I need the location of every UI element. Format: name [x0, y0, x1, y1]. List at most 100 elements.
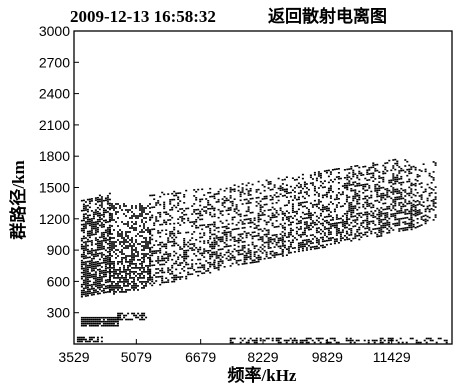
echo-point	[96, 269, 99, 271]
echo-point	[123, 247, 125, 249]
echo-point	[90, 318, 93, 321]
echo-point	[86, 320, 89, 323]
echo-point	[239, 193, 242, 196]
echo-point	[325, 227, 328, 230]
echo-point	[171, 264, 174, 267]
echo-point	[313, 171, 316, 174]
echo-point	[185, 253, 188, 256]
echo-point	[225, 251, 228, 254]
echo-point	[175, 276, 178, 279]
echo-point	[293, 339, 296, 342]
echo-point	[384, 214, 387, 217]
echo-point	[94, 318, 97, 321]
echo-point	[100, 198, 103, 200]
echo-point	[339, 233, 342, 236]
echo-point	[321, 206, 324, 209]
echo-point	[281, 239, 284, 241]
echo-point	[229, 337, 232, 340]
echo-point	[398, 192, 401, 194]
echo-point	[305, 225, 308, 227]
echo-point	[380, 193, 383, 195]
echo-point	[195, 221, 198, 223]
echo-point	[147, 257, 149, 259]
echo-point	[191, 221, 194, 223]
echo-point	[157, 232, 160, 234]
echo-point	[356, 193, 359, 195]
echo-point	[293, 197, 296, 199]
echo-point	[181, 208, 184, 210]
echo-point	[368, 227, 371, 229]
echo-point	[104, 265, 107, 268]
echo-point	[159, 275, 162, 278]
echo-point	[327, 237, 330, 240]
echo-point	[141, 209, 143, 211]
echo-point	[209, 195, 212, 198]
echo-point	[424, 218, 427, 221]
echo-point	[102, 233, 105, 236]
echo-point	[187, 231, 190, 234]
echo-point	[157, 262, 160, 264]
echo-point	[394, 188, 397, 191]
echo-point	[257, 216, 260, 219]
echo-point	[133, 229, 135, 231]
echo-point	[98, 218, 101, 221]
echo-point	[123, 253, 125, 255]
echo-point	[349, 339, 352, 342]
echo-point	[127, 231, 129, 233]
echo-point	[227, 207, 230, 209]
echo-point	[131, 281, 133, 283]
echo-point	[209, 263, 212, 266]
echo-point	[139, 277, 141, 279]
echo-point	[114, 324, 117, 327]
echo-point	[187, 267, 190, 270]
echo-point	[259, 210, 262, 213]
echo-point	[82, 279, 85, 282]
echo-point	[233, 208, 236, 210]
echo-point	[374, 178, 377, 180]
echo-point	[325, 193, 328, 196]
echo-point	[167, 281, 170, 283]
echo-point	[384, 172, 387, 175]
echo-point	[169, 233, 172, 235]
echo-point	[303, 213, 306, 216]
echo-point	[327, 209, 330, 212]
echo-point	[445, 339, 448, 342]
echo-point	[386, 216, 389, 218]
echo-point	[416, 218, 419, 220]
echo-point	[319, 200, 322, 203]
echo-point	[113, 293, 115, 295]
echo-point	[366, 217, 369, 219]
echo-point	[400, 211, 403, 214]
echo-point	[84, 322, 87, 325]
echo-point	[345, 337, 348, 340]
echo-point	[307, 240, 310, 243]
echo-point	[255, 261, 258, 263]
echo-point	[157, 256, 160, 258]
echo-point	[108, 246, 111, 249]
echo-point	[88, 218, 91, 221]
echo-point	[88, 200, 91, 203]
echo-point	[106, 199, 109, 201]
echo-point	[117, 261, 119, 263]
echo-point	[88, 338, 91, 341]
echo-point	[108, 244, 111, 247]
echo-point	[159, 269, 162, 272]
echo-point	[92, 223, 95, 226]
echo-point	[422, 215, 425, 217]
echo-point	[96, 199, 99, 201]
echo-point	[375, 339, 378, 342]
echo-point	[275, 252, 278, 254]
echo-point	[267, 237, 270, 239]
echo-point	[106, 261, 109, 263]
echo-point	[100, 206, 103, 208]
echo-point	[249, 218, 252, 220]
echo-point	[197, 250, 200, 253]
echo-point	[104, 241, 107, 244]
echo-point	[90, 270, 93, 272]
echo-point	[127, 237, 129, 239]
echo-point	[84, 255, 87, 257]
echo-point	[297, 176, 300, 179]
echo-point	[94, 231, 97, 233]
echo-point	[251, 221, 254, 224]
echo-point	[221, 248, 224, 250]
